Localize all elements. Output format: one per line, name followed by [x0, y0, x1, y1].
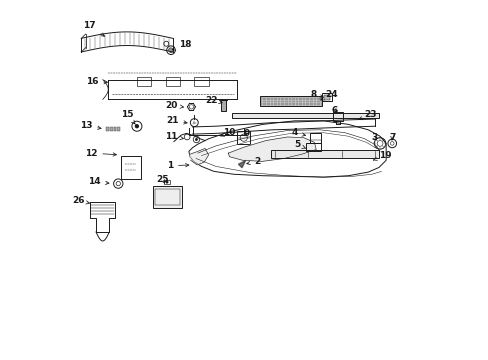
Text: 9: 9 [243, 129, 249, 138]
Text: 24: 24 [320, 90, 337, 100]
Bar [309, 133, 321, 143]
Text: 23: 23 [358, 110, 376, 120]
Bar [137, 77, 151, 86]
Text: 12: 12 [84, 149, 116, 158]
Text: 2: 2 [246, 157, 260, 166]
Bar [110, 127, 113, 131]
Bar [113, 127, 116, 131]
Text: 18: 18 [172, 40, 191, 50]
Bar [231, 113, 378, 118]
Text: 16: 16 [86, 77, 107, 86]
Text: 1: 1 [166, 161, 188, 170]
Bar [271, 150, 378, 158]
Text: 21: 21 [165, 116, 187, 125]
Bar [117, 127, 120, 131]
Text: 25: 25 [156, 175, 169, 184]
Text: 19: 19 [372, 151, 390, 160]
Bar [321, 93, 331, 101]
Text: 26: 26 [72, 196, 89, 205]
Text: 17: 17 [83, 21, 104, 36]
Text: 14: 14 [88, 177, 109, 186]
Text: 20: 20 [164, 101, 183, 110]
Polygon shape [190, 148, 208, 165]
Bar [106, 127, 109, 131]
Text: 15: 15 [121, 110, 135, 124]
Bar [237, 131, 250, 144]
Text: 3: 3 [370, 133, 377, 142]
Polygon shape [228, 137, 316, 161]
Bar [305, 143, 320, 151]
Text: 10: 10 [220, 128, 235, 137]
Bar [165, 77, 180, 86]
Circle shape [135, 124, 139, 129]
Bar [153, 186, 182, 208]
Bar [332, 112, 342, 121]
Circle shape [165, 181, 168, 184]
Bar [194, 77, 208, 86]
Text: 5: 5 [294, 140, 305, 149]
Circle shape [195, 138, 198, 141]
Text: 13: 13 [80, 121, 101, 130]
Bar [121, 156, 140, 179]
Text: 22: 22 [205, 96, 222, 105]
Bar [259, 96, 322, 107]
Text: 8: 8 [309, 90, 323, 99]
Text: 11: 11 [164, 132, 183, 141]
Bar [221, 100, 226, 111]
Text: 4: 4 [291, 128, 305, 137]
Bar [155, 189, 180, 205]
Text: 7: 7 [388, 133, 395, 142]
Bar [163, 180, 170, 184]
Polygon shape [238, 161, 245, 168]
Text: 6: 6 [331, 105, 337, 114]
Bar [323, 95, 329, 100]
